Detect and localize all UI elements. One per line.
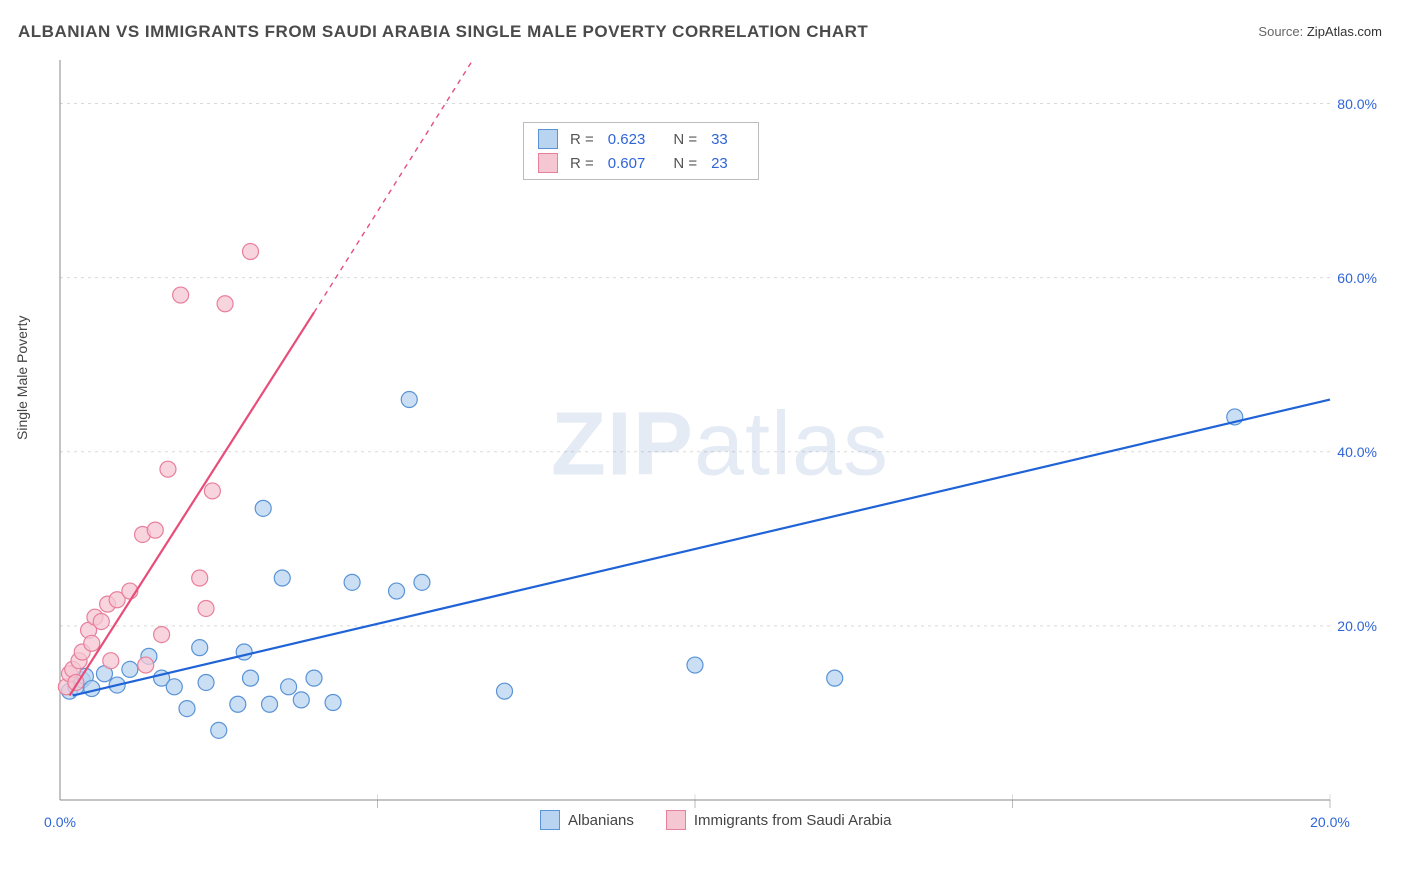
legend-row-albanians: R = 0.623 N = 33 — [524, 127, 758, 151]
y-tick-label: 20.0% — [1337, 618, 1377, 634]
y-tick-label: 80.0% — [1337, 96, 1377, 112]
legend-row-saudi: R = 0.607 N = 23 — [524, 151, 758, 175]
n-label: N = — [673, 131, 697, 148]
r-value: 0.607 — [608, 155, 646, 172]
x-tick-label: 0.0% — [44, 814, 76, 830]
chart-title: ALBANIAN VS IMMIGRANTS FROM SAUDI ARABIA… — [18, 22, 868, 42]
source-value: ZipAtlas.com — [1307, 24, 1382, 39]
y-axis-label: Single Male Poverty — [14, 315, 30, 440]
source-attribution: Source: ZipAtlas.com — [1258, 24, 1382, 39]
y-tick-label: 40.0% — [1337, 444, 1377, 460]
series-legend: Albanians Immigrants from Saudi Arabia — [540, 810, 913, 830]
legend-swatch — [538, 153, 558, 173]
series-label: Immigrants from Saudi Arabia — [694, 812, 892, 829]
n-value: 33 — [711, 131, 728, 148]
series-label: Albanians — [568, 812, 634, 829]
legend-swatch — [666, 810, 686, 830]
correlation-legend: R = 0.623 N = 33 R = 0.607 N = 23 — [523, 122, 759, 180]
x-tick-label: 20.0% — [1310, 814, 1350, 830]
source-label: Source: — [1258, 24, 1303, 39]
series-legend-item-saudi: Immigrants from Saudi Arabia — [666, 810, 892, 830]
legend-swatch — [540, 810, 560, 830]
chart-plot-area: ZIPatlas 20.0%40.0%60.0%80.0% 0.0%20.0% … — [55, 60, 1385, 840]
legend-swatch — [538, 129, 558, 149]
n-label: N = — [673, 155, 697, 172]
n-value: 23 — [711, 155, 728, 172]
series-legend-item-albanians: Albanians — [540, 810, 634, 830]
r-label: R = — [570, 131, 594, 148]
r-value: 0.623 — [608, 131, 646, 148]
y-tick-label: 60.0% — [1337, 270, 1377, 286]
r-label: R = — [570, 155, 594, 172]
